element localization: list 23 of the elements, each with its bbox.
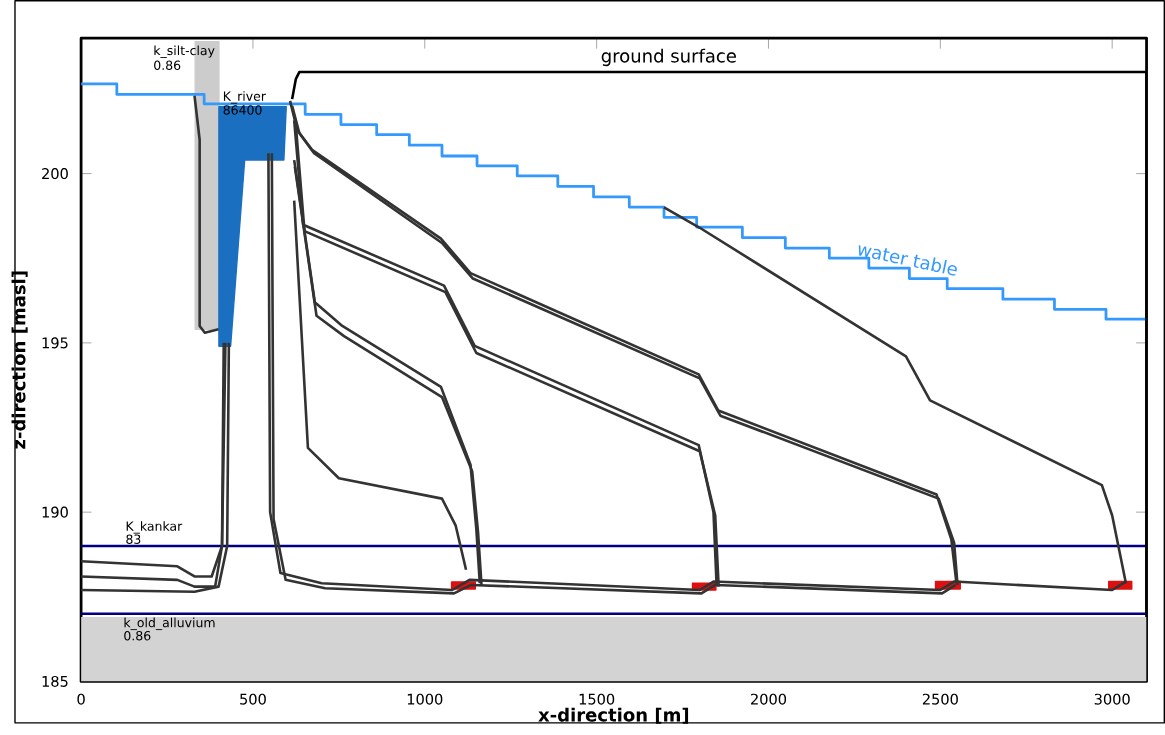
annotation: K_kankar (126, 520, 183, 534)
annotation: 0.86 (124, 630, 151, 641)
x-tick-label: 2000 (751, 693, 787, 705)
annotation: 0.86 (154, 60, 181, 70)
annotation: ground surface (601, 48, 736, 66)
annotation: k_old_alluvium (124, 617, 215, 630)
x-tick-label: 0 (77, 693, 85, 705)
x-tick-label: 2500 (922, 693, 958, 705)
annotation: k_silt-clay (154, 45, 215, 58)
y-tick-label: 195 (42, 337, 68, 349)
x-tick-label: 1000 (407, 693, 443, 705)
x-tick-label: 500 (240, 693, 266, 705)
annotation: 83 (126, 534, 141, 544)
annotation: K_river (223, 91, 266, 104)
x-tick-label: 1500 (579, 693, 615, 705)
annotation: 86400 (223, 105, 262, 115)
x-axis-title: x-direction [m] (538, 707, 689, 724)
y-tick-label: 200 (42, 167, 68, 179)
y-tick-label: 185 (42, 675, 68, 687)
annotation: water table (858, 245, 957, 276)
x-tick-label: 3000 (1094, 693, 1130, 705)
y-tick-label: 190 (42, 506, 68, 518)
y-axis-title: z-direction [masl] (11, 271, 28, 449)
